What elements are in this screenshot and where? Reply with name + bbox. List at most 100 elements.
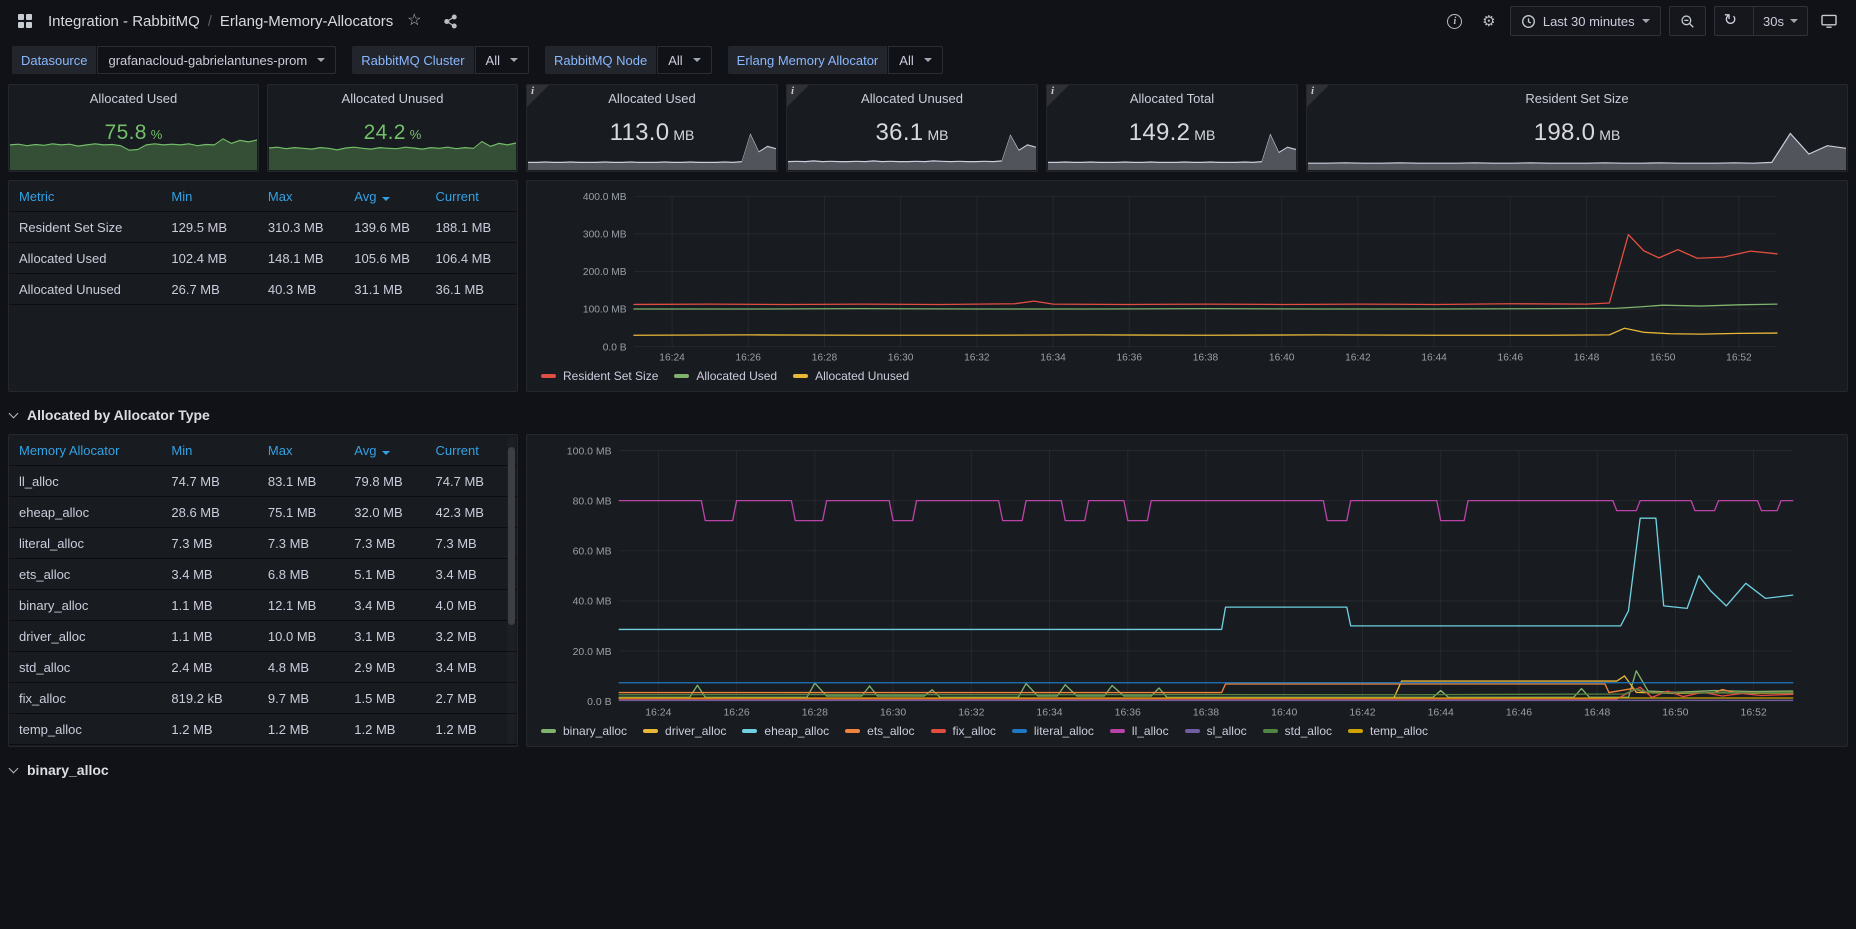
- table-row: driver_alloc 1.1 MB 10.0 MB 3.1 MB 3.2 MB: [9, 620, 517, 652]
- table-cell: 3.4 MB: [344, 589, 426, 621]
- table-cell: 10.0 MB: [257, 620, 345, 652]
- variables-bar: Datasource grafanacloud-gabrielantunes-pr…: [0, 42, 1856, 84]
- legend-item-literal-alloc[interactable]: literal_alloc: [1011, 724, 1094, 738]
- panel-info-icon[interactable]: i: [1307, 85, 1329, 107]
- variable-label: RabbitMQ Cluster: [352, 46, 474, 74]
- svg-text:300.0 MB: 300.0 MB: [583, 230, 627, 241]
- chevron-down-icon: [1641, 19, 1650, 23]
- breadcrumb-folder[interactable]: Integration - RabbitMQ: [48, 12, 200, 30]
- column-header-min[interactable]: Min: [161, 181, 258, 212]
- panel-info-icon[interactable]: i: [787, 85, 809, 107]
- stat-value: 149.2 MB: [1129, 106, 1216, 171]
- table-cell: 1.2 MB: [425, 713, 517, 745]
- table-cell: Resident Set Size: [9, 211, 162, 243]
- refresh-interval-dropdown[interactable]: 30s: [1753, 7, 1807, 35]
- svg-text:16:28: 16:28: [812, 353, 838, 364]
- stat-unit: MB: [927, 127, 949, 143]
- column-header-metric[interactable]: Metric: [9, 181, 162, 212]
- svg-text:16:50: 16:50: [1662, 707, 1688, 718]
- stat-unit: %: [150, 126, 163, 142]
- legend-swatch: [1184, 729, 1200, 733]
- table-cell: 294.9 kB: [161, 744, 258, 746]
- series-line-fix-alloc: [618, 686, 1794, 700]
- svg-text:16:40: 16:40: [1269, 353, 1295, 364]
- legend-item-ets-alloc[interactable]: ets_alloc: [845, 724, 915, 738]
- legend-item-ll-alloc[interactable]: ll_alloc: [1109, 724, 1169, 738]
- variable-value-dropdown[interactable]: grafanacloud-gabrielantunes-prom: [97, 46, 337, 74]
- zoom-out-button[interactable]: [1668, 6, 1706, 36]
- svg-text:16:46: 16:46: [1506, 707, 1532, 718]
- table-cell: 102.4 MB: [161, 242, 258, 274]
- legend-label: sl_alloc: [1206, 724, 1247, 738]
- clock-icon: [1521, 14, 1535, 28]
- memory-timeseries-chart[interactable]: 16:24 16:26 16:28 16:30 16:32 16:34 16:36 16:38…: [533, 187, 1839, 367]
- dashboard-settings-gear-icon[interactable]: ⚙: [1476, 8, 1502, 34]
- section-header-allocated-by-allocator-type[interactable]: Allocated by Allocator Type: [8, 400, 1848, 426]
- stat-panels-row: Allocated Used 75.8% Allocated Unused 24.2%…: [8, 84, 1848, 172]
- legend-label: literal_alloc: [1033, 724, 1094, 738]
- legend-item-allocated-used[interactable]: Allocated Used: [674, 369, 777, 383]
- panel-info-icon[interactable]: i: [527, 85, 549, 107]
- legend-item-temp-alloc[interactable]: temp_alloc: [1348, 724, 1428, 738]
- column-header-max[interactable]: Max: [257, 181, 345, 212]
- legend-swatch: [1262, 729, 1278, 733]
- table-row: Allocated Unused 26.7 MB 40.3 MB 31.1 MB 36.…: [9, 273, 517, 305]
- dashboards-grid-icon[interactable]: [12, 8, 38, 34]
- tv-mode-icon[interactable]: [1816, 8, 1842, 34]
- stat-panel-allocated-used: i Allocated Used 113.0 MB: [526, 84, 778, 172]
- svg-text:16:36: 16:36: [1115, 707, 1141, 718]
- column-header-avg[interactable]: Avg: [344, 435, 426, 466]
- refresh-button[interactable]: ↻: [1715, 7, 1746, 35]
- share-icon[interactable]: [437, 8, 463, 34]
- panel-title: Allocated Unused: [341, 91, 444, 106]
- section-header-binary-alloc[interactable]: binary_alloc: [8, 755, 1848, 781]
- legend-item-driver-alloc[interactable]: driver_alloc: [643, 724, 726, 738]
- svg-text:16:32: 16:32: [958, 707, 984, 718]
- column-header-current[interactable]: Current: [425, 181, 517, 212]
- table-cell: 3.4 MB: [425, 651, 517, 683]
- legend-item-fix-alloc[interactable]: fix_alloc: [930, 724, 996, 738]
- legend-item-std-alloc[interactable]: std_alloc: [1262, 724, 1332, 738]
- table-cell: 3.2 MB: [425, 620, 517, 652]
- series-line-allocated-unused: [633, 327, 1778, 336]
- variable-value-dropdown[interactable]: All: [474, 46, 529, 74]
- svg-text:20.0 MB: 20.0 MB: [573, 647, 612, 658]
- table-row: binary_alloc 1.1 MB 12.1 MB 3.4 MB 4.0 MB: [9, 589, 517, 621]
- allocator-timeseries-chart[interactable]: 16:24 16:26 16:28 16:30 16:32 16:34 16:36 16:38…: [533, 441, 1839, 722]
- table-cell: ets_alloc: [9, 558, 162, 590]
- column-header-max[interactable]: Max: [257, 435, 345, 466]
- svg-text:16:52: 16:52: [1726, 353, 1752, 364]
- table-cell: Allocated Used: [9, 242, 162, 274]
- panel-info-icon[interactable]: i: [1047, 85, 1069, 107]
- sparkline: [10, 138, 257, 170]
- variable-value-dropdown[interactable]: All: [888, 46, 943, 74]
- breadcrumb-dashboard[interactable]: Erlang-Memory-Allocators: [219, 12, 394, 30]
- column-header-current[interactable]: Current: [425, 435, 517, 466]
- column-header-avg[interactable]: Avg: [344, 181, 426, 212]
- table-scrollbar[interactable]: [507, 437, 515, 744]
- variable-selected-value: All: [899, 52, 914, 68]
- variable-value-dropdown[interactable]: All: [657, 46, 712, 74]
- column-header-min[interactable]: Min: [161, 435, 258, 466]
- column-header-memory-allocator[interactable]: Memory Allocator: [9, 435, 162, 466]
- table-row: sl_alloc294.9 kB294.9 kB294.9 kB294.9 kB: [9, 744, 517, 746]
- legend-item-resident-set-size[interactable]: Resident Set Size: [541, 369, 658, 383]
- time-range-picker[interactable]: Last 30 minutes: [1509, 6, 1661, 36]
- table-cell: std_alloc: [9, 651, 162, 683]
- table-cell: 3.4 MB: [425, 558, 517, 590]
- table-cell: 1.5 MB: [344, 682, 426, 714]
- favorite-star-icon[interactable]: ☆: [401, 8, 427, 34]
- dashboard-info-icon[interactable]: i: [1442, 8, 1468, 34]
- legend-item-allocated-unused[interactable]: Allocated Unused: [793, 369, 909, 383]
- variable-selected-value: All: [668, 52, 683, 68]
- table-row: eheap_alloc 28.6 MB 75.1 MB 32.0 MB 42.3 MB: [9, 496, 517, 528]
- chevron-down-icon: [692, 58, 701, 62]
- panel-title: Allocated Unused: [861, 91, 963, 106]
- scrollbar-thumb[interactable]: [507, 447, 515, 626]
- svg-text:16:48: 16:48: [1574, 353, 1600, 364]
- table-row: ll_alloc 74.7 MB 83.1 MB 79.8 MB 74.7 MB: [9, 465, 517, 497]
- legend-item-binary-alloc[interactable]: binary_alloc: [541, 724, 627, 738]
- legend-item-sl-alloc[interactable]: sl_alloc: [1184, 724, 1247, 738]
- refresh-icon: ↻: [1723, 12, 1738, 29]
- legend-item-eheap-alloc[interactable]: eheap_alloc: [742, 724, 829, 738]
